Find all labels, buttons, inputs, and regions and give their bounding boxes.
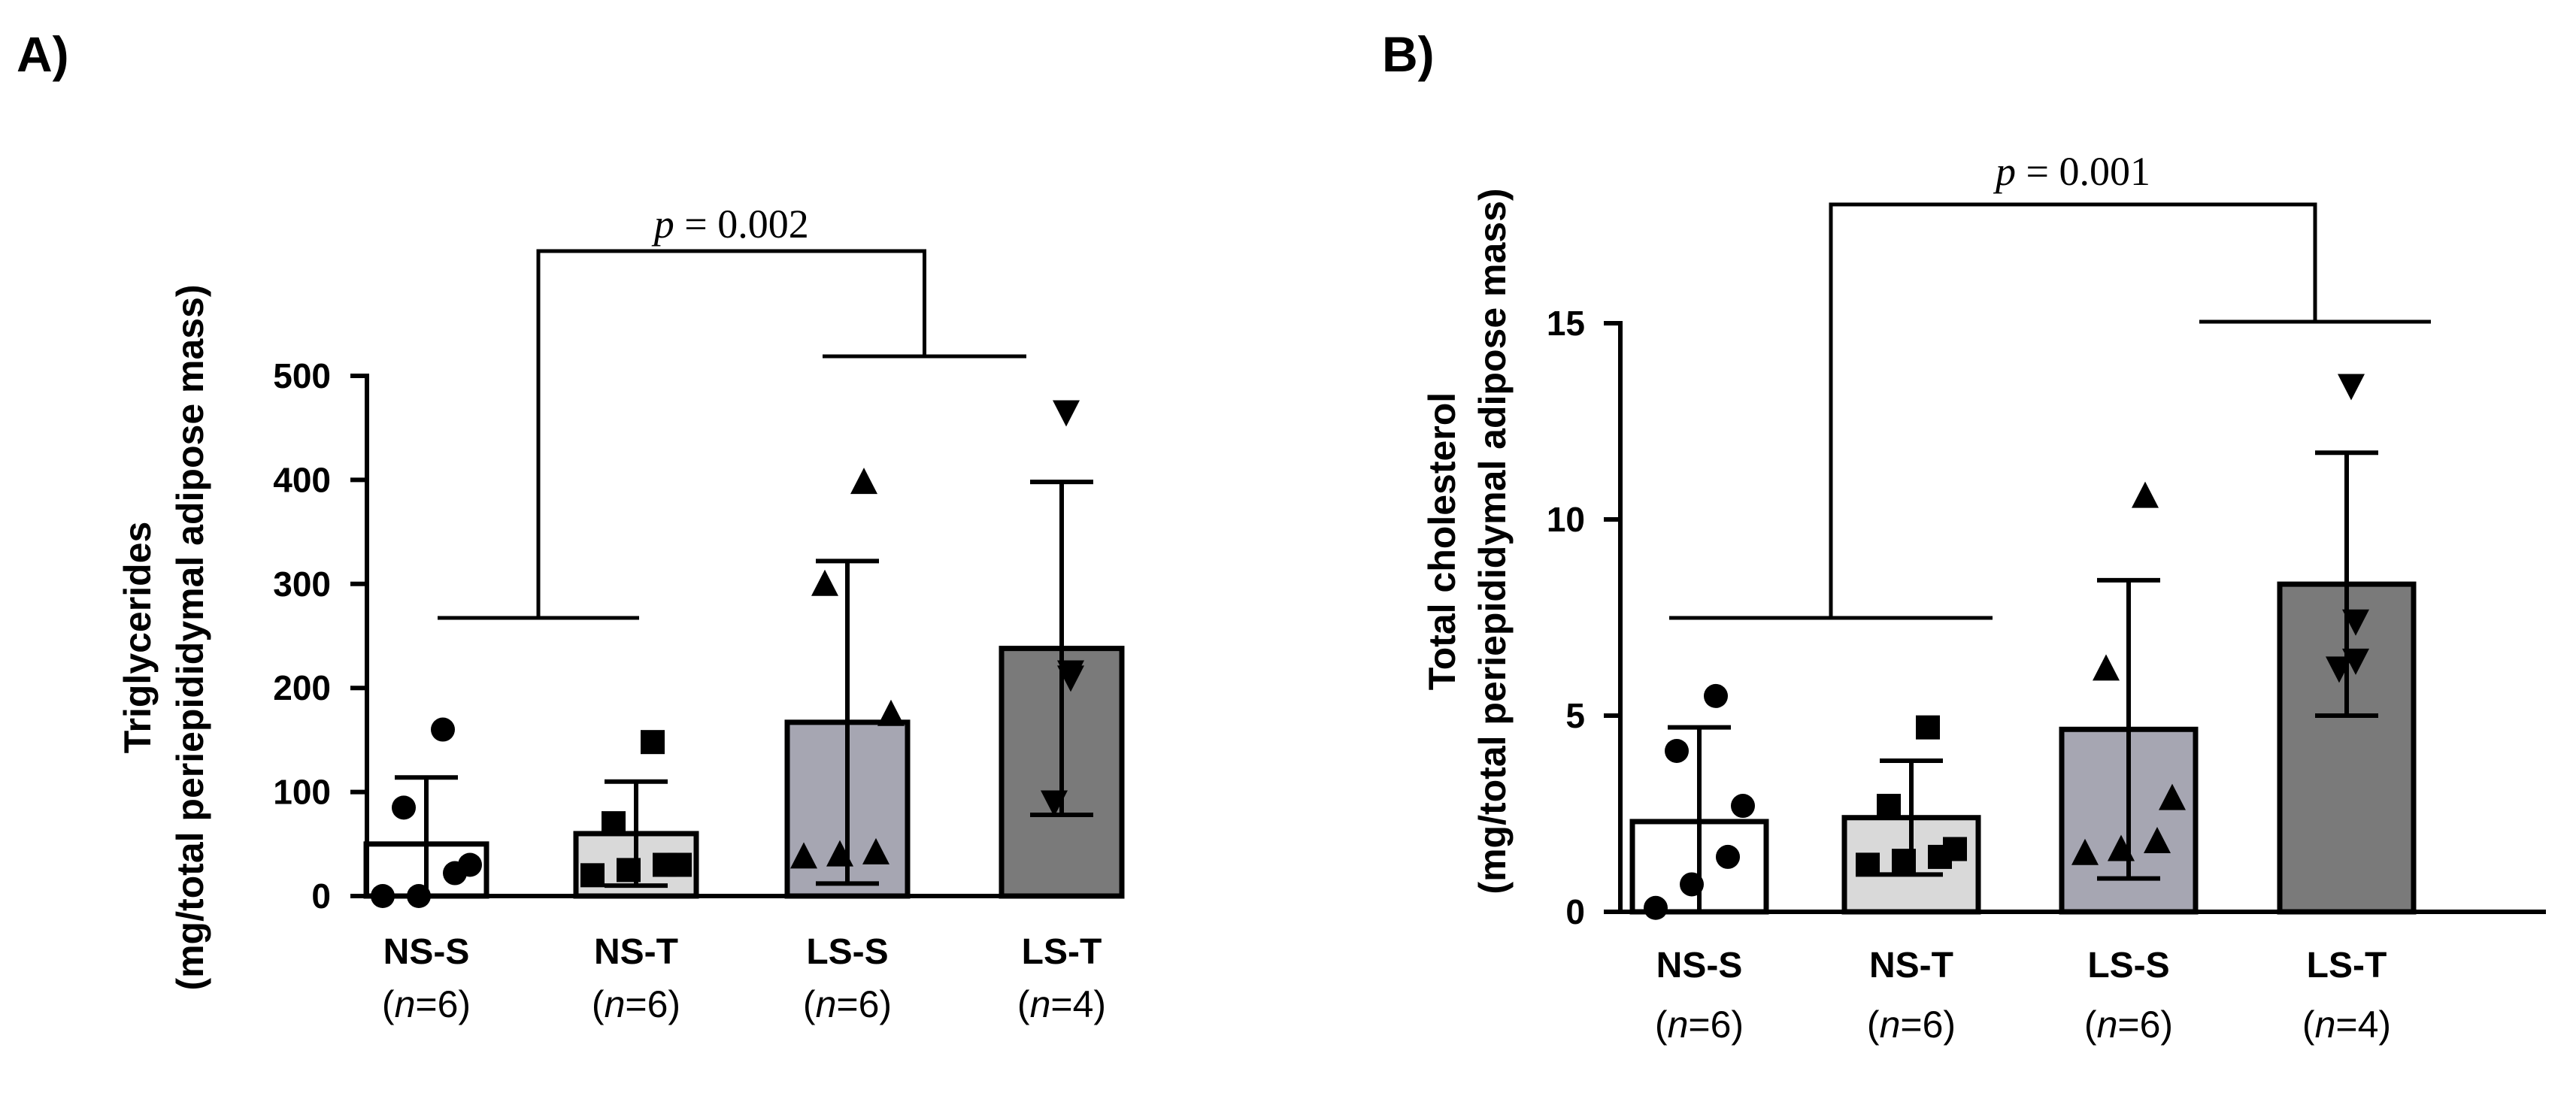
data-point-ls-t: [2342, 648, 2369, 675]
data-point-ls-t: [2326, 656, 2353, 683]
x-category-label: LS-T: [2307, 946, 2387, 985]
data-point-ns-t: [1943, 837, 1967, 861]
x-category-label: LS-S: [2087, 946, 2169, 985]
y-axis-title: Triglycerides: [117, 522, 159, 754]
data-point-ns-s: [407, 884, 431, 908]
data-point-ns-s: [1704, 683, 1728, 708]
y-tick-label: 0: [1565, 892, 1585, 931]
data-point-ns-s: [458, 852, 482, 877]
data-point-ls-s: [877, 699, 905, 726]
data-point-ns-t: [1916, 715, 1940, 740]
data-point-ns-s: [1731, 794, 1755, 819]
x-category-label: NS-S: [383, 932, 470, 972]
y-tick-label: 10: [1547, 500, 1585, 539]
data-point-ns-t: [668, 852, 692, 877]
x-category-label: NS-T: [1869, 946, 1953, 985]
y-axis-subtitle: (mg/total periepididymal adipose mass): [169, 284, 211, 990]
sample-size-label: (n=6): [592, 983, 680, 1025]
data-point-ns-s: [371, 884, 395, 908]
data-point-ns-s: [431, 717, 455, 742]
y-tick-label: 5: [1565, 696, 1585, 735]
data-point-ls-s: [2071, 838, 2099, 865]
sample-size-label: (n=4): [1017, 983, 1106, 1025]
x-category-label: NS-T: [594, 932, 678, 972]
sample-size-label: (n=6): [1655, 1004, 1744, 1046]
data-point-ls-s: [862, 837, 889, 864]
y-tick-label: 100: [273, 773, 331, 812]
data-point-ls-t: [1041, 790, 1068, 817]
y-tick-label: 300: [273, 565, 331, 604]
data-point-ns-s: [1644, 895, 1668, 920]
chart-panel-b: B) Total cholesterol (mg/total periepididy…: [1382, 26, 2546, 1046]
x-category-label: LS-T: [1022, 932, 1102, 972]
data-point-ns-t: [580, 863, 605, 888]
data-point-ns-t: [641, 730, 665, 755]
data-point-ns-t: [1856, 852, 1880, 877]
data-point-ns-s: [392, 795, 416, 820]
y-tick-label: 400: [273, 460, 331, 499]
y-tick-label: 500: [273, 356, 331, 395]
y-axis-subtitle: (mg/total periepididymal adipose mass): [1471, 188, 1514, 894]
data-point-ls-s: [2108, 834, 2135, 861]
data-point-ns-t: [1877, 794, 1901, 819]
panel-label: A): [17, 26, 69, 82]
data-point-ls-s: [2159, 783, 2186, 810]
p-value-label: p = 0.002: [651, 201, 809, 247]
data-point-ls-s: [2132, 481, 2159, 508]
chart-panel-a: A) Triglycerides (mg/total periepididymal …: [17, 26, 1125, 1025]
data-point-ns-t: [602, 811, 626, 836]
y-tick-label: 15: [1547, 304, 1585, 343]
panel-label: B): [1382, 26, 1435, 82]
sample-size-label: (n=6): [2084, 1004, 2173, 1046]
significance-bracket: [536, 249, 926, 618]
significance-bracket: [1829, 202, 2317, 618]
sample-size-label: (n=4): [2302, 1004, 2391, 1046]
x-category-label: LS-S: [806, 932, 888, 972]
data-point-ls-s: [2144, 827, 2171, 854]
data-point-ns-s: [1680, 872, 1704, 897]
sample-size-label: (n=6): [382, 983, 471, 1025]
y-tick-label: 0: [311, 876, 331, 916]
p-value-label: p = 0.001: [1993, 149, 2150, 194]
data-point-ls-s: [790, 842, 817, 869]
data-point-ls-t: [2338, 374, 2365, 401]
data-point-ns-t: [617, 858, 641, 883]
sample-size-label: (n=6): [1867, 1004, 1956, 1046]
y-tick-label: 200: [273, 668, 331, 707]
data-point-ls-t: [1053, 400, 1080, 427]
sample-size-label: (n=6): [803, 983, 892, 1025]
data-point-ls-t: [2342, 609, 2369, 636]
data-point-ls-s: [826, 840, 853, 867]
data-point-ls-s: [850, 468, 877, 495]
data-point-ls-s: [811, 569, 838, 596]
data-point-ls-t: [1057, 660, 1084, 687]
data-point-ls-s: [2093, 654, 2120, 681]
data-point-ns-t: [1892, 849, 1916, 873]
x-category-label: NS-S: [1656, 946, 1743, 985]
data-point-ns-s: [1716, 844, 1740, 869]
data-point-ns-s: [1665, 738, 1689, 763]
y-axis-title: Total cholesterol: [1421, 392, 1463, 690]
